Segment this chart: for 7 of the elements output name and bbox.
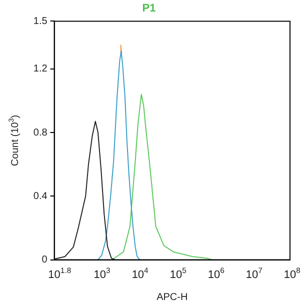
x-axis-title: APC-H — [156, 292, 188, 303]
y-tick-label: 0 — [42, 254, 48, 266]
y-tick-label: 1.2 — [33, 64, 48, 75]
y-tick-label: 1.5 — [33, 16, 48, 27]
y-tick-label: 0.4 — [33, 190, 48, 202]
chart-title: P1 — [142, 2, 156, 15]
y-tick-label: 0.8 — [33, 127, 48, 138]
